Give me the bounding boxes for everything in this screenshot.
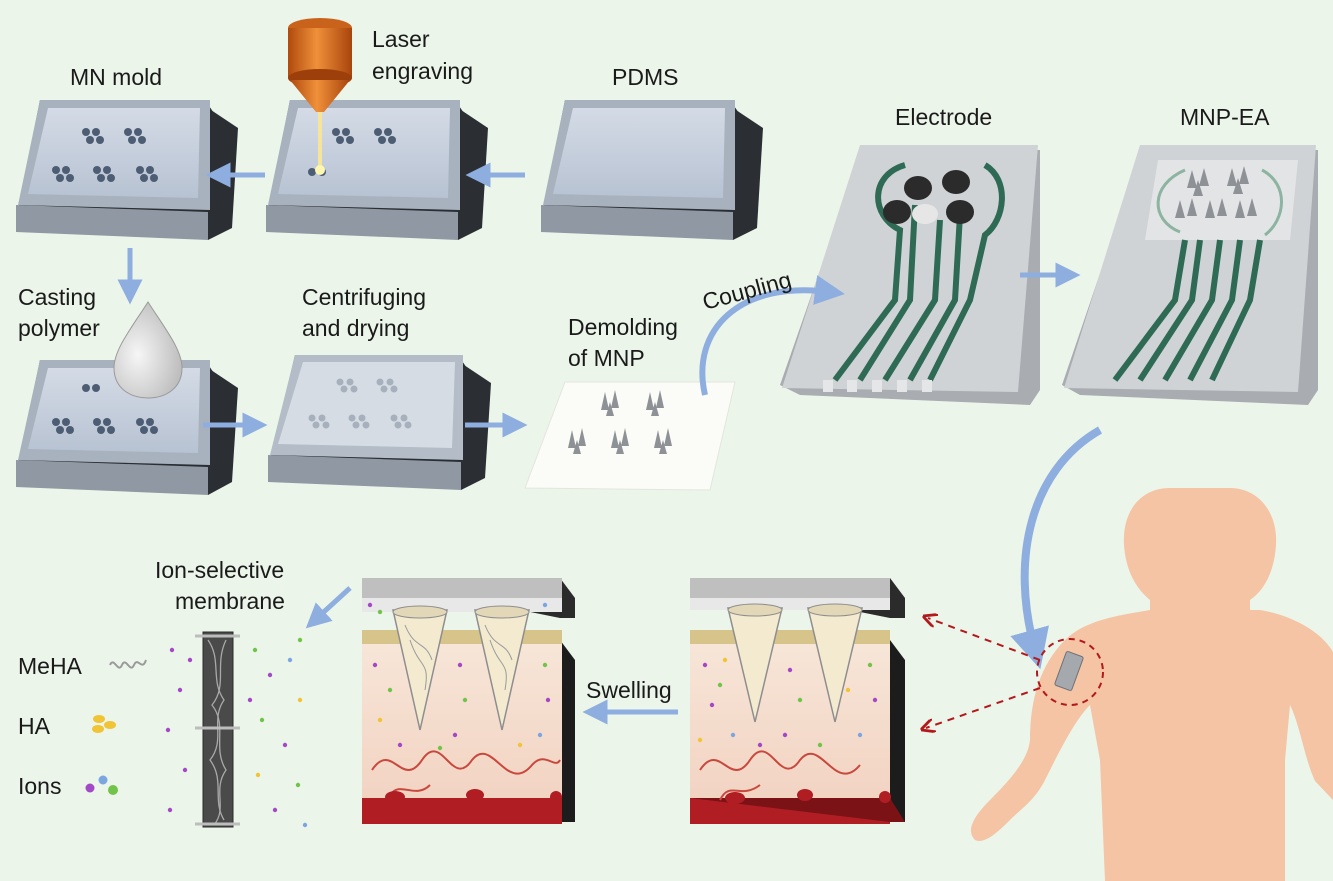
label-membrane: membrane (175, 588, 285, 614)
mnp-patch (524, 381, 736, 491)
mn-mold-tray (16, 100, 238, 240)
zoom-arrow-lower (926, 687, 1041, 728)
mnp-ea-needles (1175, 166, 1257, 218)
electrode-traces (832, 162, 1005, 382)
label-casting: Casting (18, 284, 96, 310)
centrifuge-tray (268, 355, 491, 490)
ion-selective-membrane (195, 631, 240, 828)
ha-symbol-3 (104, 721, 116, 729)
label-ion-selective: Ion-selective (155, 557, 284, 583)
needles-swollen (392, 605, 530, 731)
centrifuge-holes (308, 378, 412, 429)
skin-block-swollen-bumps (385, 789, 562, 803)
label-engraving: engraving (372, 58, 473, 84)
label-mn-mold: MN mold (70, 64, 162, 90)
patch-highlight-circle (1036, 638, 1104, 706)
legend-label-meha: MeHA (18, 653, 83, 679)
ion-symbol-blue (98, 775, 108, 785)
laser-engraving-tray (266, 100, 488, 240)
label-swelling: Swelling (586, 677, 672, 703)
human-torso (970, 488, 1333, 881)
ion-symbol-purple (85, 783, 95, 793)
backing-plate-before (690, 578, 905, 618)
ions-before (697, 657, 878, 748)
label-laser: Laser (372, 26, 430, 52)
label-of-mnp: of MNP (568, 345, 645, 371)
membrane-ions (165, 637, 308, 828)
ha-symbol-2 (92, 725, 104, 733)
polymer-drop (113, 301, 183, 399)
legend-label-ions: Ions (18, 773, 61, 799)
label-pdms: PDMS (612, 64, 678, 90)
zoom-membrane-arrow (305, 586, 352, 629)
label-mnp-ea: MNP-EA (1180, 104, 1270, 130)
electrode-contacts (823, 380, 932, 392)
mn-mold-holes (52, 128, 158, 182)
coupling-arrow (699, 275, 845, 396)
ha-symbol-1 (93, 715, 105, 723)
label-polymer: polymer (18, 315, 100, 341)
wearable-patch (1054, 651, 1084, 691)
label-coupling: Coupling (700, 266, 794, 315)
label-demolding: Demolding (568, 314, 678, 340)
mnp-ea-traces (1112, 168, 1283, 382)
meha-symbol (109, 659, 147, 669)
skin-block-before-vessels (699, 750, 861, 801)
label-centrifuging: Centrifuging (302, 284, 426, 310)
skin-block-before-bumps (725, 789, 891, 804)
pdms-tray (541, 100, 763, 240)
electrode-pads (883, 170, 974, 224)
ion-symbol-green (108, 785, 118, 795)
apply-arrow (1010, 426, 1102, 670)
skin-block-before (690, 630, 905, 824)
casting-holes (52, 384, 158, 434)
label-and-drying: and drying (302, 315, 409, 341)
needles-before (727, 603, 863, 723)
ions-swollen (367, 602, 551, 751)
zoom-arrow-upper (928, 618, 1041, 661)
laser-head (288, 18, 352, 175)
legend-label-ha: HA (18, 713, 51, 739)
label-electrode: Electrode (895, 104, 992, 130)
legend (85, 659, 147, 795)
